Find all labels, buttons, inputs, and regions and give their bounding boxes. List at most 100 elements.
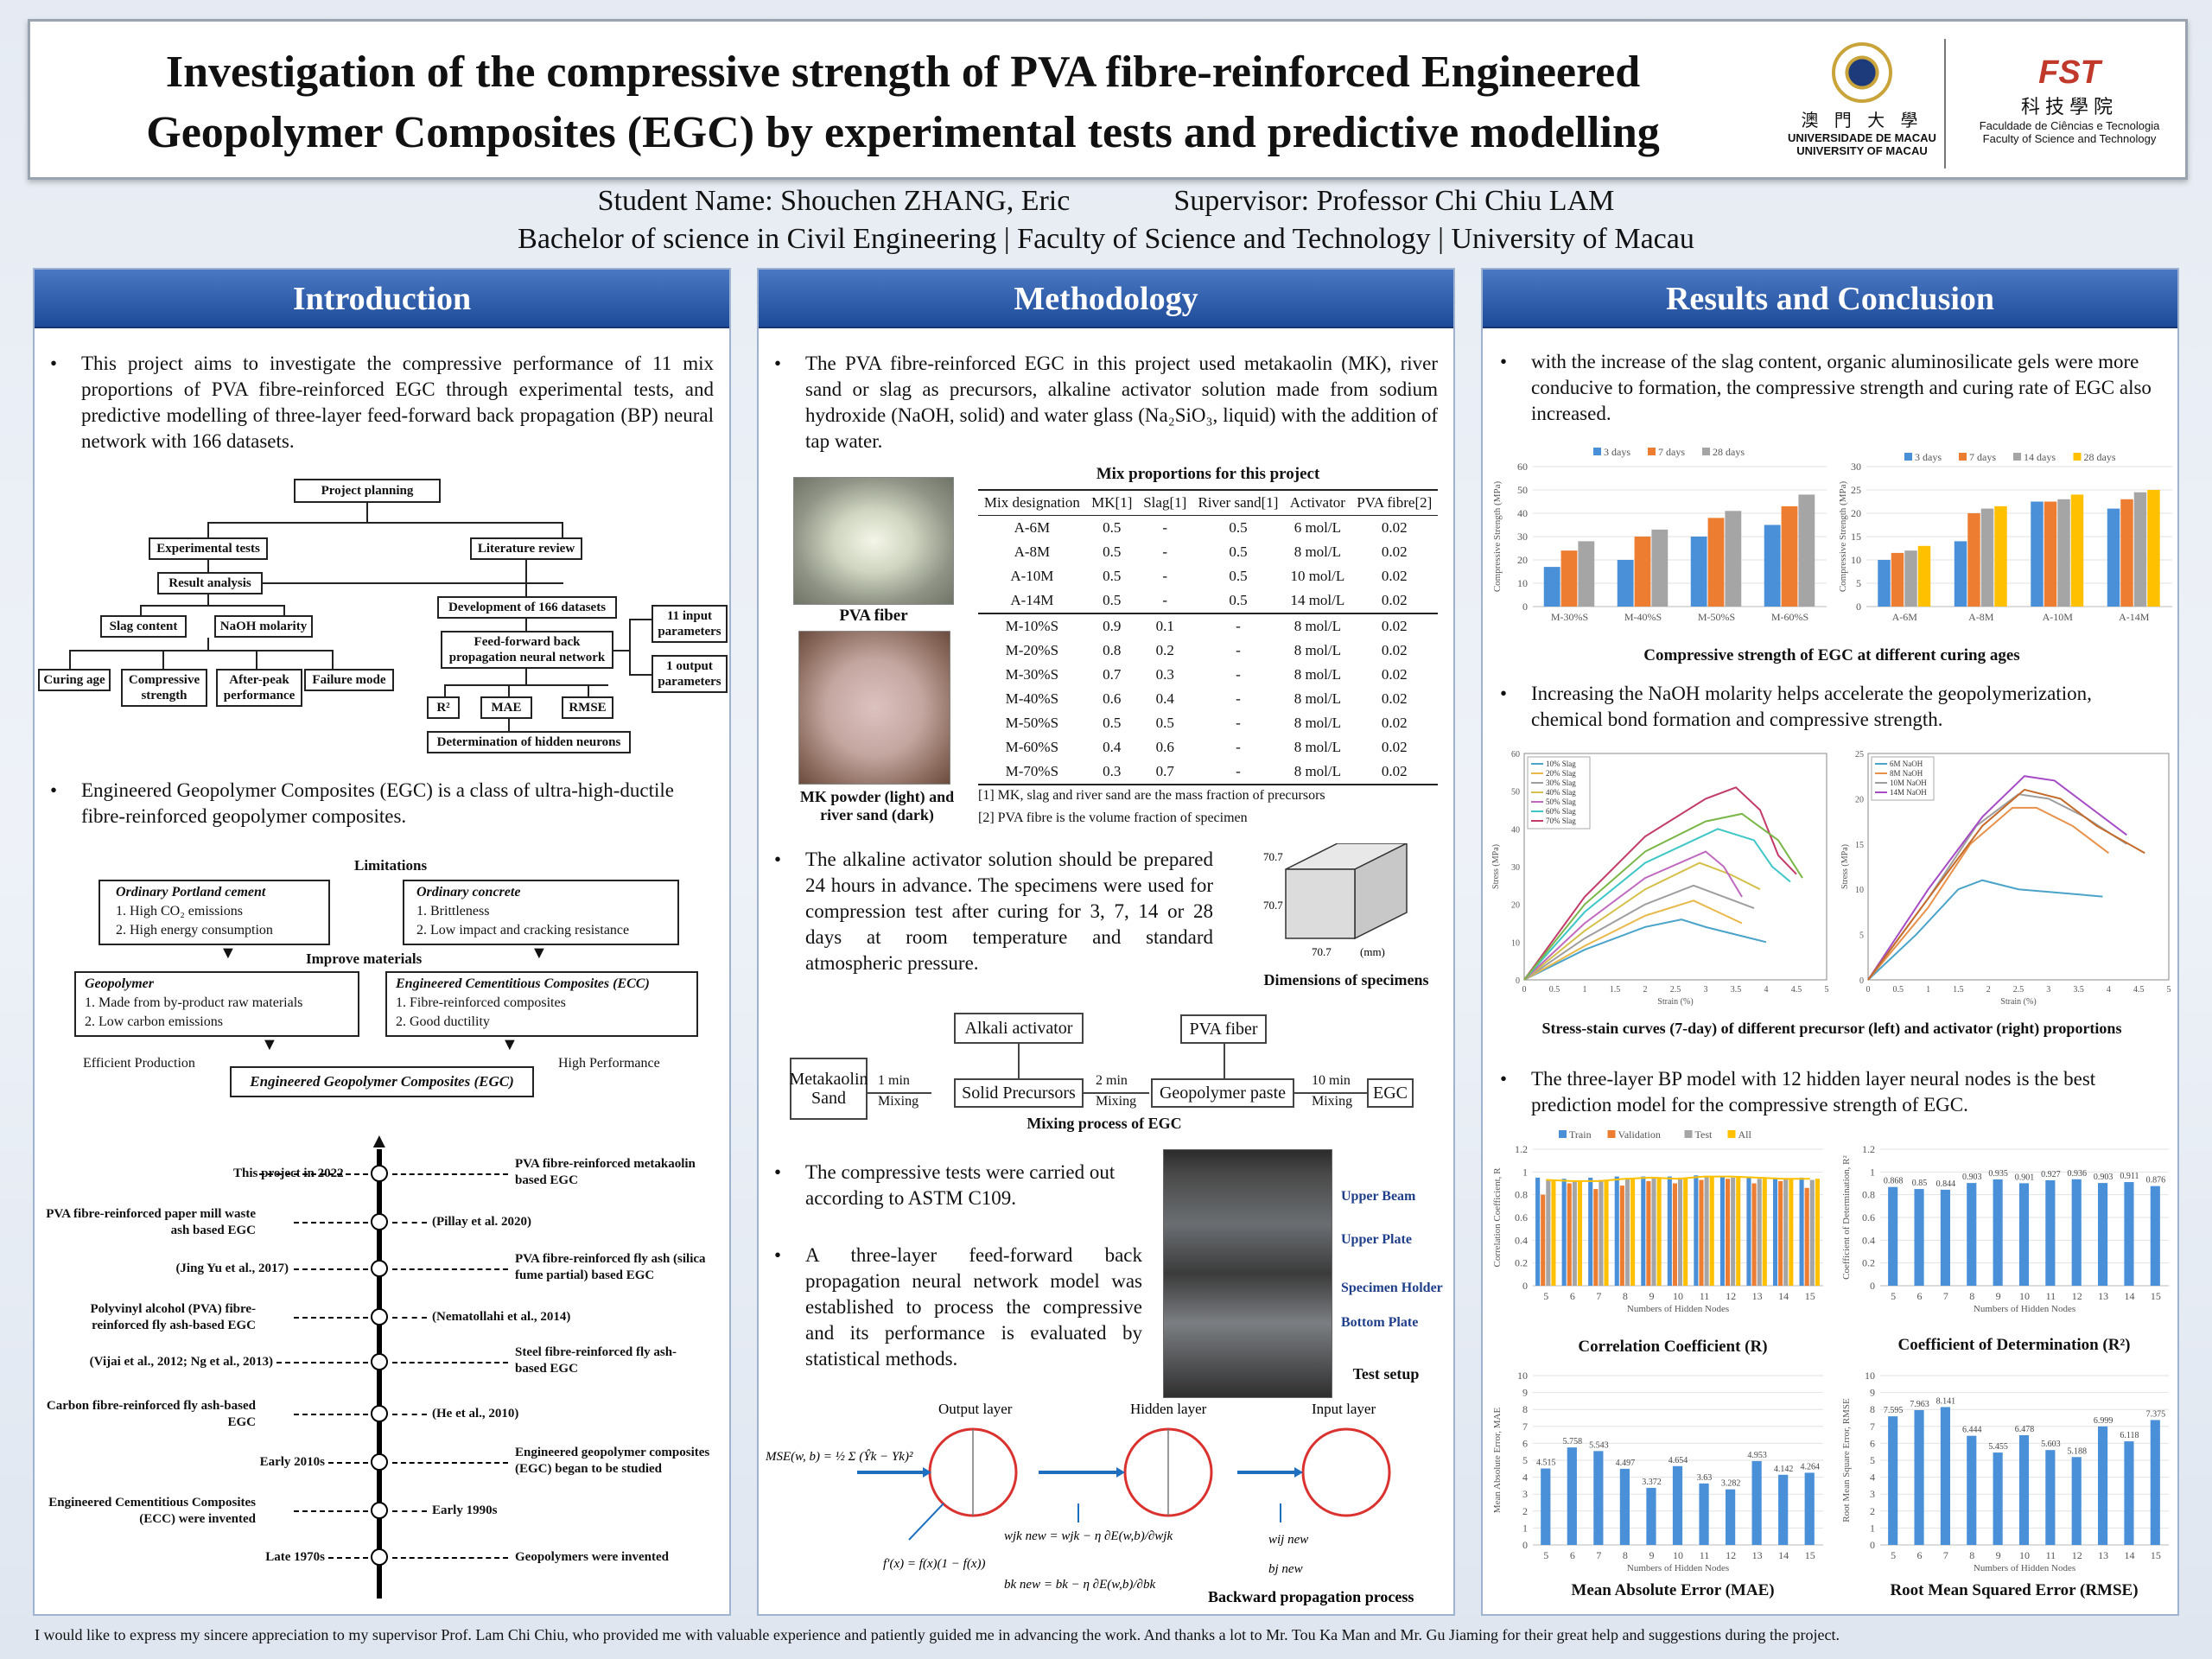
- timeline-left-2: PVA fibre-reinforced paper mill waste as…: [46, 1207, 256, 1237]
- data-label: 3.372: [1642, 1478, 1662, 1487]
- bar: [1699, 1179, 1704, 1286]
- y-tick-label: 0: [1522, 1539, 1528, 1551]
- x-tick-label: 3.5: [1731, 985, 1742, 995]
- x-tick-label: 10: [1673, 1290, 1683, 1302]
- bp-hidden-label: Hidden layer: [1130, 1402, 1207, 1417]
- x-tick-label: 7: [1943, 1549, 1948, 1561]
- x-tick-label: 14: [1778, 1549, 1789, 1561]
- y-tick-label: 15: [1855, 841, 1864, 850]
- table-row: A-8M 0.5 - 0.5 8 mol/L 0.02: [978, 540, 1438, 564]
- table-row: A-14M 0.5 - 0.5 14 mol/L 0.02: [978, 588, 1438, 613]
- stress-strain-caption: Stress-stain curves (7-day) of different…: [1541, 1020, 2122, 1037]
- x-tick-label: 6: [1570, 1290, 1575, 1302]
- x-tick-label: 6: [1917, 1549, 1923, 1561]
- x-axis-label: Numbers of Hidden Nodes: [1974, 1304, 2075, 1314]
- x-tick-label: 6: [1570, 1549, 1575, 1561]
- x-axis-label: Numbers of Hidden Nodes: [1974, 1563, 2075, 1573]
- table-cell: 0.02: [1381, 618, 1408, 634]
- bar: [2120, 499, 2133, 607]
- data-label: 8.141: [1936, 1396, 1956, 1406]
- flow-naoh-molarity: NaOH molarity: [214, 615, 313, 638]
- test-setup-caption: Test setup: [1352, 1365, 1420, 1382]
- y-tick-label: 20: [1511, 901, 1520, 911]
- legend-swatch: [1593, 448, 1601, 455]
- table-cell: M-20%S: [1005, 642, 1059, 658]
- table-cell: 8 mol/L: [1294, 690, 1342, 707]
- y-tick-label: 0.8: [1515, 1189, 1528, 1201]
- series-line: [1523, 899, 1743, 981]
- mix-table-note-1: [1] MK, slag and river sand are the mass…: [978, 788, 1325, 803]
- strength-naoh-chart: 0 5 10 15 20 25 30 A-6M A-8M A-10M A-14M Compressiv…: [1838, 451, 2172, 623]
- x-tick-label: 1: [1583, 985, 1587, 995]
- upper-beam-label: Upper Beam: [1341, 1189, 1416, 1204]
- y-tick-label: 0: [1856, 601, 1861, 613]
- y-tick-label: 0: [1870, 1280, 1875, 1292]
- bar: [1917, 545, 1931, 607]
- bp-mse-formula: MSE(w, b) = ½ Σ (Ŷk − Yk)²: [765, 1449, 913, 1464]
- flow-result-analysis: Result analysis: [157, 572, 263, 594]
- table-cell: A-8M: [1014, 543, 1051, 560]
- bar: [1624, 1179, 1630, 1286]
- caption-r2: Coefficient of Determination (R²): [1897, 1336, 2131, 1354]
- y-tick-label: 0.4: [1515, 1234, 1528, 1246]
- bar: [1619, 1468, 1630, 1545]
- methodology-column: Methodology • The PVA fibre-reinforced EG…: [757, 268, 1455, 1616]
- data-label: 4.497: [1616, 1459, 1636, 1468]
- dim-unit: (mm): [1360, 945, 1385, 958]
- table-cell: -: [1236, 618, 1241, 634]
- y-axis-label: Compressive Strength (MPa): [1492, 481, 1503, 593]
- um-portuguese-name: UNIVERSIDADE DE MACAU: [1788, 131, 1936, 144]
- table-row: M-40%S 0.6 0.4 - 8 mol/L 0.02: [978, 687, 1438, 711]
- bar: [1888, 1416, 1898, 1545]
- y-tick-label: 25: [1855, 750, 1864, 760]
- flow-ffbp-network: Feed-forward back propagation neural net…: [441, 631, 613, 669]
- flow-experimental-tests: Experimental tests: [149, 537, 268, 560]
- series-line: [1523, 918, 1767, 981]
- high-performance-label: High Performance: [558, 1056, 660, 1071]
- x-tick-label: 0.5: [1549, 985, 1560, 995]
- series-line: [1867, 788, 2145, 981]
- data-label: 7.963: [1910, 1400, 1929, 1409]
- bar: [2124, 1441, 2134, 1545]
- bar: [1709, 1176, 1714, 1286]
- bar: [2107, 508, 2120, 607]
- degree-line: Bachelor of science in Civil Engineering…: [518, 223, 1694, 255]
- x-tick-label: M-30%S: [1551, 611, 1588, 623]
- table-cell: 0.3: [1155, 666, 1174, 683]
- poster-title: Investigation of the compressive strengt…: [56, 42, 1750, 163]
- table-cell: -: [1236, 715, 1241, 731]
- y-tick-label: 20: [1517, 554, 1528, 566]
- legend-label: Train: [1569, 1128, 1592, 1141]
- correlation-r-chart: 0 0.2 0.4 0.6 0.8 1 1.2 5 6 7 8 9 10 11 12 13 14 15 Correl…: [1492, 1128, 1823, 1314]
- x-tick-label: 2.5: [2013, 985, 2024, 995]
- introduction-column: Introduction • This project aims to inves…: [33, 268, 731, 1616]
- table-cell: -: [1236, 690, 1241, 707]
- y-tick-label: 3: [1870, 1488, 1875, 1500]
- table-cell: 0.02: [1381, 763, 1408, 779]
- table-cell: 0.02: [1381, 642, 1408, 658]
- bar: [1690, 537, 1707, 607]
- data-label: 0.903: [1962, 1173, 1982, 1182]
- student-name: Student Name: Shouchen ZHANG, Eric: [597, 185, 1071, 217]
- mix-alkali-activator: Alkali activator: [954, 1013, 1084, 1044]
- bar: [1683, 1179, 1688, 1286]
- y-tick-label: 5: [1870, 1454, 1875, 1466]
- legend-swatch: [2013, 453, 2021, 461]
- legend-swatch: [1648, 448, 1656, 455]
- bar: [2147, 490, 2160, 607]
- table-cell: 0.5: [1103, 592, 1122, 608]
- y-tick-label: 15: [1851, 531, 1861, 543]
- bar: [1725, 511, 1742, 607]
- bar: [1699, 1483, 1709, 1545]
- method-paragraph-4: • A three-layer feed-forward back propaga…: [774, 1244, 1142, 1370]
- table-cell: A-6M: [1014, 519, 1051, 536]
- results-heading: Results and Conclusion: [1483, 270, 2177, 328]
- timeline-left-6: Carbon fibre-reinforced fly ash-based EG…: [46, 1399, 256, 1429]
- y-axis-label: Compressive Strength (MPa): [1838, 481, 1848, 593]
- strength-caption: Compressive strength of EGC at different…: [1643, 646, 2020, 664]
- table-cell: -: [1236, 739, 1241, 755]
- legend-swatch: [1684, 1130, 1693, 1138]
- y-axis-label: Stress (MPa): [1840, 844, 1850, 889]
- y-tick-label: 60: [1511, 750, 1520, 760]
- x-tick-label: 2: [1986, 985, 1991, 995]
